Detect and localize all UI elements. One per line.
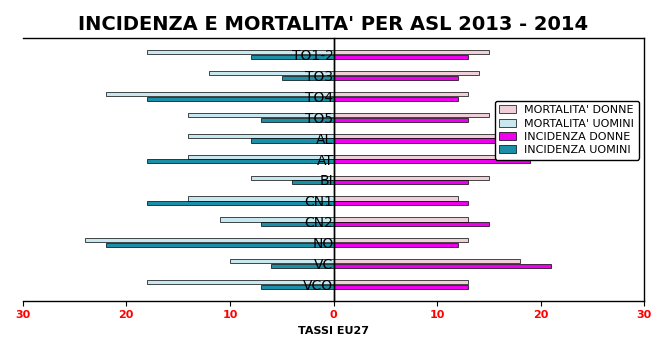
Bar	[334, 197, 458, 201]
Bar	[334, 176, 489, 180]
Bar	[85, 238, 334, 243]
Bar	[334, 180, 468, 184]
Bar	[147, 280, 334, 284]
Bar	[261, 285, 334, 289]
Bar	[147, 97, 334, 101]
Bar	[334, 243, 458, 247]
Bar	[334, 285, 468, 289]
Bar	[261, 222, 334, 226]
Bar	[188, 155, 334, 159]
Bar	[281, 76, 334, 80]
Bar	[334, 138, 510, 143]
Legend: MORTALITA' DONNE, MORTALITA' UOMINI, INCIDENZA DONNE, INCIDENZA UOMINI: MORTALITA' DONNE, MORTALITA' UOMINI, INC…	[494, 101, 639, 160]
Bar	[334, 50, 489, 54]
Bar	[188, 134, 334, 138]
Bar	[261, 118, 334, 122]
Bar	[334, 259, 520, 263]
Bar	[251, 138, 334, 143]
Bar	[334, 280, 468, 284]
Bar	[209, 71, 334, 75]
Bar	[105, 92, 334, 96]
Bar	[334, 264, 551, 268]
Bar	[334, 71, 479, 75]
Bar	[147, 50, 334, 54]
Bar	[334, 155, 541, 159]
Bar	[334, 76, 458, 80]
Bar	[334, 238, 468, 243]
Bar	[230, 259, 334, 263]
Title: INCIDENZA E MORTALITA' PER ASL 2013 - 2014: INCIDENZA E MORTALITA' PER ASL 2013 - 20…	[79, 15, 588, 34]
Bar	[105, 243, 334, 247]
Bar	[147, 159, 334, 164]
Bar	[251, 55, 334, 59]
Bar	[334, 201, 468, 205]
Bar	[334, 134, 520, 138]
Bar	[147, 201, 334, 205]
Bar	[188, 197, 334, 201]
Bar	[188, 113, 334, 117]
Bar	[334, 159, 530, 164]
Bar	[334, 55, 468, 59]
Bar	[334, 118, 468, 122]
Bar	[334, 222, 489, 226]
Bar	[219, 217, 334, 221]
Bar	[271, 264, 334, 268]
Bar	[334, 97, 458, 101]
Bar	[334, 217, 468, 221]
Bar	[292, 180, 334, 184]
X-axis label: TASSI EU27: TASSI EU27	[298, 326, 369, 336]
Bar	[334, 92, 468, 96]
Bar	[334, 113, 489, 117]
Bar	[251, 176, 334, 180]
